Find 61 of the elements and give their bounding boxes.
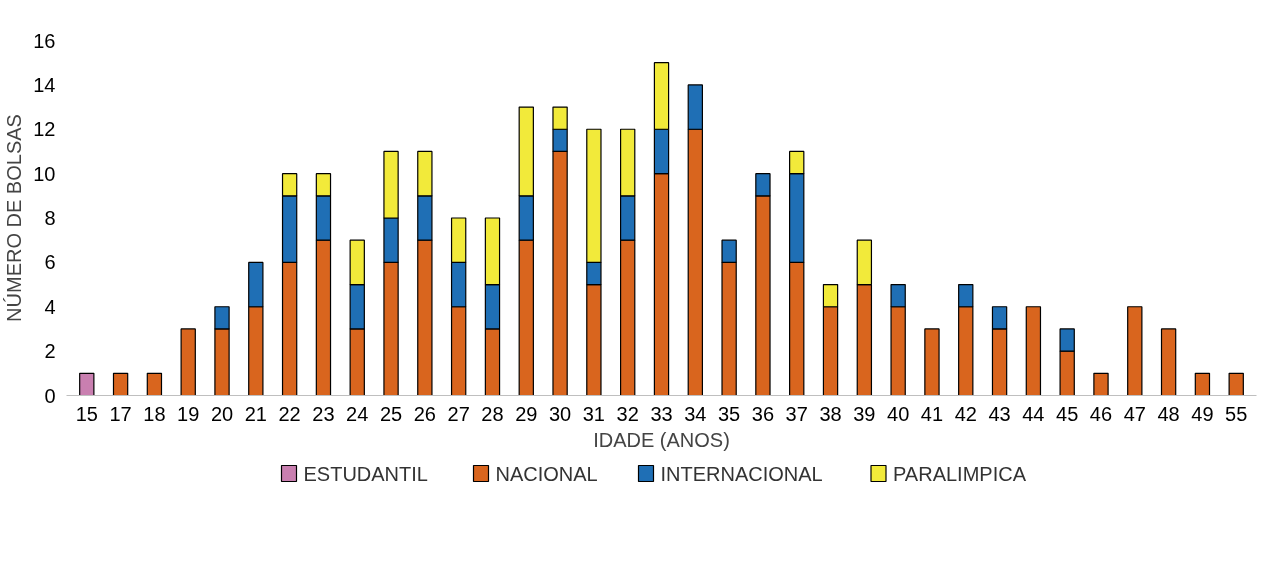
bar	[112, 372, 129, 396]
x-tick-label: 44	[1022, 402, 1045, 425]
bar	[180, 328, 196, 396]
x-tick-label: 31	[582, 402, 606, 425]
x-tick-label: 39	[853, 402, 876, 425]
x-tick-label: 28	[481, 402, 504, 425]
y-tick-label: 0	[44, 384, 56, 407]
x-tick-label: 21	[244, 402, 267, 425]
x-tick-label: 26	[413, 402, 436, 425]
bar	[1025, 306, 1042, 396]
x-tick-label: 15	[75, 402, 98, 425]
x-tick-label: 42	[954, 402, 977, 425]
x-tick-label: 29	[515, 402, 538, 425]
y-tick-label: 2	[44, 340, 56, 363]
x-tick-label: 19	[177, 402, 200, 425]
y-tick-label: 6	[44, 251, 56, 274]
y-tick-label: 8	[44, 207, 56, 229]
bar	[1228, 372, 1244, 396]
x-tick-label: 49	[1191, 402, 1214, 425]
x-tick-label: 27	[447, 402, 470, 425]
x-tick-label: 37	[785, 402, 808, 425]
bar	[1127, 306, 1143, 396]
x-tick-label: 41	[920, 402, 944, 425]
legend-label: INTERNACIONAL	[660, 462, 823, 485]
x-tick-label: 47	[1123, 402, 1146, 425]
x-tick-label: 46	[1089, 402, 1113, 425]
x-tick-label: 35	[717, 402, 741, 425]
x-tick-label: 24	[346, 402, 369, 425]
bar	[146, 372, 163, 396]
x-tick-label: 38	[819, 402, 842, 425]
x-tick-label: 34	[684, 402, 707, 425]
x-tick-label: 32	[616, 402, 639, 425]
bar	[924, 328, 940, 396]
bar	[1194, 372, 1211, 396]
x-tick-label: 55	[1225, 402, 1248, 425]
y-tick-label: 14	[33, 73, 56, 96]
legend-label: PARALIMPICA	[893, 462, 1027, 485]
x-tick-label: 25	[379, 402, 403, 425]
x-tick-label: 40	[887, 402, 910, 425]
x-tick-label: 30	[548, 402, 572, 425]
x-axis-title: IDADE (ANOS)	[593, 428, 730, 451]
x-tick-label: 20	[210, 402, 234, 425]
bar	[1093, 372, 1109, 396]
y-axis-title: NÚMERO DE BOLSAS	[3, 114, 26, 322]
y-tick-label: 12	[33, 118, 56, 141]
x-tick-label: 22	[278, 402, 301, 425]
x-tick-label: 43	[988, 402, 1011, 425]
legend-label: ESTUDANTIL	[303, 462, 428, 485]
x-tick-label: 17	[109, 402, 132, 425]
x-tick-label: 18	[143, 402, 166, 425]
x-tick-label: 23	[312, 402, 335, 425]
x-tick-label: 36	[751, 402, 775, 425]
x-tick-label: 48	[1157, 402, 1180, 425]
bar	[79, 372, 95, 396]
legend-label: NACIONAL	[495, 462, 598, 485]
y-tick-label: 10	[33, 162, 56, 185]
y-tick-label: 4	[44, 295, 56, 318]
x-tick-label: 45	[1056, 402, 1079, 425]
bar	[1160, 328, 1177, 396]
y-tick-label: 16	[33, 29, 56, 52]
x-tick-label: 33	[650, 402, 673, 425]
